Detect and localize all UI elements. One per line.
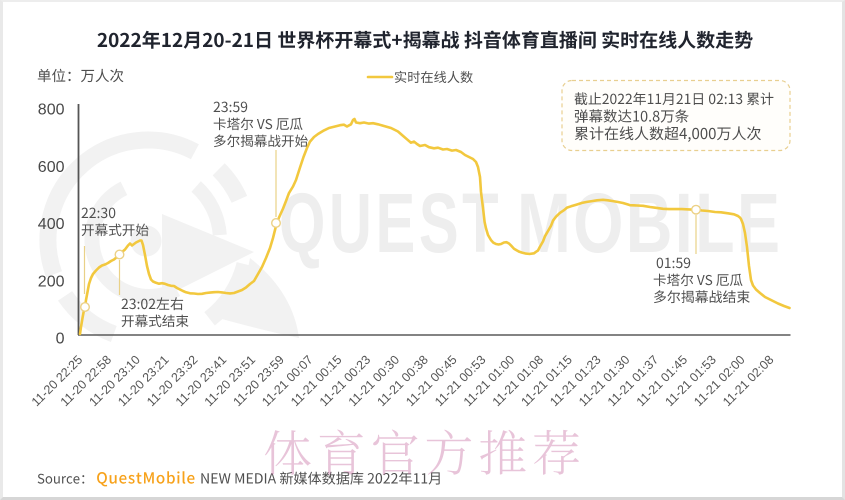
svg-text:200: 200 <box>38 273 65 290</box>
svg-text:800: 800 <box>38 102 65 119</box>
svg-text:600: 600 <box>38 159 65 176</box>
svg-text:MOBILE: MOBILE <box>517 176 782 270</box>
svg-text:400: 400 <box>38 216 65 233</box>
svg-text:0: 0 <box>56 331 65 348</box>
svg-text:QUEST: QUEST <box>279 177 502 270</box>
